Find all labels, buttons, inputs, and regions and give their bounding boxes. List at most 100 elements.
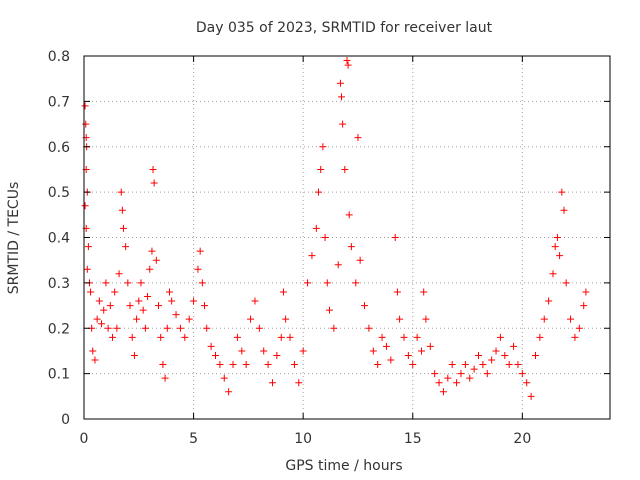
y-tick-label: 0.2 xyxy=(48,321,70,337)
data-point xyxy=(470,365,478,373)
data-point xyxy=(365,324,373,332)
data-point xyxy=(338,93,346,101)
data-point xyxy=(488,356,496,364)
data-point xyxy=(580,302,588,310)
data-point xyxy=(374,361,382,369)
data-point xyxy=(325,306,333,314)
data-points xyxy=(81,57,590,400)
data-point xyxy=(247,315,255,323)
data-point xyxy=(466,374,474,382)
data-point xyxy=(361,302,369,310)
data-point xyxy=(181,333,189,341)
data-point xyxy=(344,61,352,69)
data-point xyxy=(137,279,145,287)
data-point xyxy=(157,333,165,341)
data-point xyxy=(168,297,176,305)
data-point xyxy=(220,374,228,382)
data-point xyxy=(152,256,160,264)
data-point xyxy=(133,315,141,323)
data-point xyxy=(393,288,401,296)
data-point xyxy=(426,342,434,350)
y-axis-label: SRMTID / TECUs xyxy=(6,182,22,295)
data-point xyxy=(435,379,443,387)
data-point xyxy=(479,361,487,369)
x-tick-label: 15 xyxy=(404,431,422,447)
data-point xyxy=(130,351,138,359)
data-point xyxy=(201,302,209,310)
data-point xyxy=(93,315,101,323)
data-point xyxy=(203,324,211,332)
y-tick-label: 0.1 xyxy=(48,367,70,383)
data-point xyxy=(354,134,362,142)
data-point xyxy=(431,370,439,378)
data-point xyxy=(139,306,147,314)
y-tick-label: 0 xyxy=(61,412,70,428)
data-point xyxy=(198,279,206,287)
data-point xyxy=(483,370,491,378)
data-point xyxy=(268,379,276,387)
data-point xyxy=(100,306,108,314)
data-point xyxy=(321,234,329,241)
data-point xyxy=(216,361,224,369)
data-point xyxy=(439,388,447,396)
data-point xyxy=(255,324,263,332)
data-point xyxy=(461,361,469,369)
y-tick-label: 0.8 xyxy=(48,49,70,65)
data-point xyxy=(161,374,169,382)
axis-ticks xyxy=(83,55,610,420)
data-point xyxy=(212,351,219,359)
data-point xyxy=(492,347,500,355)
data-point xyxy=(295,379,303,387)
data-point xyxy=(242,361,250,369)
data-point xyxy=(238,347,246,355)
y-tick-label: 0.3 xyxy=(48,276,70,292)
data-point xyxy=(286,333,294,341)
data-point xyxy=(290,361,298,369)
data-point xyxy=(545,297,553,305)
data-point xyxy=(124,279,132,287)
grid-lines xyxy=(84,56,610,419)
data-point xyxy=(172,311,180,319)
data-point xyxy=(89,347,97,355)
data-point xyxy=(356,256,364,264)
data-point xyxy=(341,165,349,173)
y-tick-label: 0.4 xyxy=(48,231,70,247)
data-point xyxy=(148,247,156,255)
data-point xyxy=(531,351,539,359)
data-point xyxy=(165,288,173,296)
y-tick-label: 0.6 xyxy=(48,140,70,156)
data-point xyxy=(387,356,395,364)
data-point xyxy=(108,333,116,341)
data-point xyxy=(422,315,430,323)
chart-title: Day 035 of 2023, SRMTID for receiver lau… xyxy=(196,20,493,36)
data-point xyxy=(523,379,531,387)
data-point xyxy=(347,243,355,251)
data-point xyxy=(339,120,347,128)
data-point xyxy=(582,288,590,296)
x-tick-label: 20 xyxy=(513,431,531,447)
x-tick-label: 5 xyxy=(189,431,198,447)
data-point xyxy=(571,333,579,341)
data-point xyxy=(113,324,121,332)
data-point xyxy=(510,342,518,350)
data-point xyxy=(102,279,110,287)
data-point xyxy=(119,224,127,232)
data-point xyxy=(457,370,465,378)
x-tick-label: 10 xyxy=(294,431,312,447)
data-point xyxy=(229,361,237,369)
data-point xyxy=(549,270,557,278)
data-point xyxy=(141,324,149,332)
data-point xyxy=(553,234,561,241)
data-point xyxy=(122,243,130,251)
data-point xyxy=(404,351,412,359)
data-point xyxy=(527,392,535,400)
data-point xyxy=(575,324,583,332)
data-point xyxy=(128,333,136,341)
y-tick-label: 0.7 xyxy=(48,94,70,110)
data-point xyxy=(551,243,559,251)
data-point xyxy=(304,279,312,287)
data-point xyxy=(501,351,509,359)
data-point xyxy=(251,297,259,305)
axis-tick-labels: 0 5 10 15 20 0 0.1 0.2 0.3 0.4 0.5 0.6 0.7 0.8 xyxy=(48,49,532,447)
data-point xyxy=(505,361,513,369)
